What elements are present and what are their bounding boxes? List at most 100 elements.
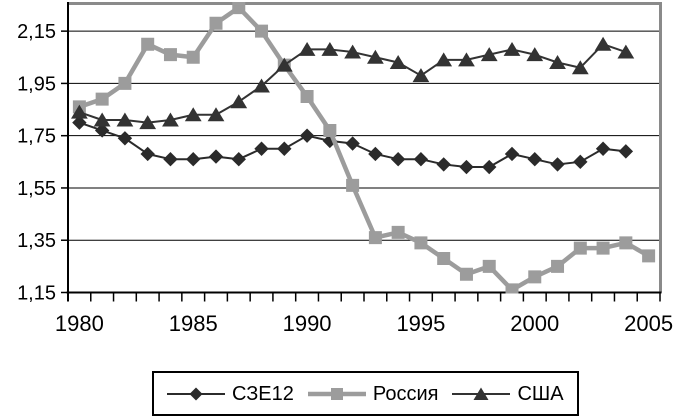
legend-label-russia: Россия (372, 382, 439, 405)
triangle-data-point (184, 107, 202, 122)
square-marker-icon (307, 387, 366, 400)
legend-label-sze12: СЗЕ12 (232, 382, 294, 405)
triangle-data-point (207, 107, 225, 122)
diamond-data-point (527, 151, 542, 167)
triangle-data-point (162, 112, 179, 127)
triangle-data-point (116, 112, 134, 127)
triangle-data-point (321, 41, 339, 56)
y-tick-label: 1,15 (17, 283, 56, 305)
square-data-point (414, 236, 428, 250)
diamond-data-point (482, 159, 497, 175)
diamond-data-point (595, 141, 611, 156)
series-sze12 (72, 115, 634, 175)
diamond-data-point (163, 151, 178, 167)
triangle-data-point (480, 47, 498, 62)
diamond-data-point (550, 157, 565, 172)
diamond-data-point (94, 123, 110, 138)
triangle-data-point (526, 47, 544, 62)
triangle-data-point (389, 55, 407, 69)
diamond-data-point (345, 136, 360, 151)
triangle-data-point (458, 52, 475, 67)
square-data-point (95, 92, 109, 106)
x-tick-label: 2005 (624, 311, 673, 336)
x-tick-label: 1980 (55, 311, 104, 336)
diamond-data-point (277, 141, 292, 156)
square-data-point (209, 16, 223, 30)
square-data-point (459, 267, 473, 281)
diamond-data-point (436, 157, 451, 172)
square-data-point (186, 50, 200, 64)
diamond-data-point (208, 149, 224, 164)
y-tick-label: 1,95 (17, 73, 56, 95)
gridlines (68, 30, 660, 241)
triangle-data-point (230, 94, 248, 109)
x-tick-label: 1990 (283, 311, 332, 336)
square-data-point (551, 259, 565, 273)
square-data-point (596, 241, 610, 255)
square-data-point (323, 123, 337, 137)
series-usa (71, 36, 635, 130)
legend-item-usa: США (452, 384, 564, 404)
square-data-point (141, 37, 155, 51)
square-data-point (300, 89, 314, 103)
square-data-point (482, 259, 496, 273)
square-data-point (163, 48, 177, 62)
diamond-data-point (231, 151, 246, 167)
x-tick-label: 1985 (169, 311, 218, 336)
triangle-data-point (549, 55, 566, 69)
square-data-point (391, 225, 405, 239)
triangle-data-point (571, 60, 589, 75)
diamond-marker-icon (167, 387, 225, 400)
triangle-marker-icon (452, 387, 511, 400)
triangle-data-point (617, 44, 635, 59)
legend-item-sze12: СЗЕ12 (167, 384, 294, 404)
triangle-data-point (503, 41, 521, 56)
y-axis-ticks-and-labels: 2,15 1,95 1,75 1,55 1,35 1,15 (17, 21, 68, 305)
y-tick-label: 2,15 (17, 21, 56, 43)
triangle-data-point (298, 41, 316, 56)
diamond-data-point (117, 131, 133, 146)
triangle-data-point (594, 36, 612, 51)
diamond-data-point (504, 146, 520, 162)
square-data-point (642, 249, 656, 263)
diamond-data-point (254, 141, 269, 156)
y-tick-label: 1,55 (17, 178, 56, 200)
triangle-data-point (253, 78, 270, 93)
square-data-point (437, 252, 451, 266)
triangle-data-point (367, 49, 384, 64)
diamond-data-point (459, 159, 474, 175)
diamond-data-point (413, 151, 429, 167)
square-data-point (505, 283, 519, 294)
triangle-data-point (71, 104, 88, 119)
triangle-data-point (275, 57, 293, 72)
square-data-point (619, 236, 633, 250)
triangle-data-point (139, 115, 157, 130)
y-tick-label: 1,75 (17, 126, 56, 148)
diamond-data-point (390, 151, 406, 167)
triangle-data-point (435, 52, 453, 67)
chart-legend: СЗЕ12 Россия США (152, 371, 579, 416)
x-tick-label: 1995 (396, 311, 445, 336)
square-data-point (573, 241, 587, 255)
diamond-data-point (140, 146, 155, 162)
diamond-data-point (72, 115, 87, 130)
diamond-data-point (618, 144, 634, 159)
triangle-data-point (93, 112, 111, 127)
square-data-point (232, 2, 246, 15)
y-tick-label: 1,35 (17, 230, 56, 252)
square-data-point (368, 231, 382, 245)
diamond-data-point (573, 154, 588, 170)
diamond-data-point (299, 128, 315, 143)
square-data-point (528, 270, 542, 284)
legend-item-russia: Россия (307, 382, 439, 405)
line-chart-plot: 2,15 1,95 1,75 1,55 1,35 1,15 1980 1985 1990 1995… (17, 2, 673, 336)
triangle-data-point (412, 68, 430, 83)
square-data-point (118, 76, 132, 90)
square-data-point (255, 24, 269, 38)
square-data-point (346, 178, 360, 192)
x-axis-ticks-and-labels: 1980 1985 1990 1995 2000 2005 (55, 292, 673, 336)
diamond-data-point (368, 146, 383, 162)
diamond-data-point (186, 151, 201, 167)
triangle-data-point (344, 44, 361, 59)
